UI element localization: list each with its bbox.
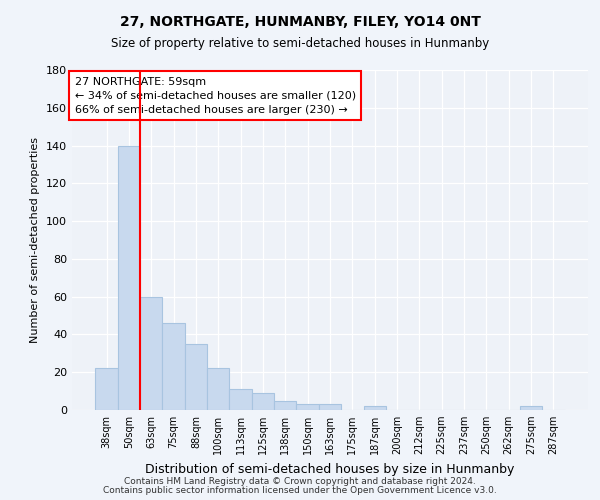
Bar xyxy=(229,389,252,410)
Bar xyxy=(140,296,163,410)
Bar xyxy=(252,393,274,410)
Bar xyxy=(274,400,296,410)
Bar xyxy=(95,368,118,410)
Bar xyxy=(185,344,207,410)
Bar xyxy=(364,406,386,410)
Y-axis label: Number of semi-detached properties: Number of semi-detached properties xyxy=(31,137,40,343)
Bar xyxy=(319,404,341,410)
Bar xyxy=(163,323,185,410)
Bar xyxy=(207,368,229,410)
Text: Size of property relative to semi-detached houses in Hunmanby: Size of property relative to semi-detach… xyxy=(111,38,489,51)
Bar xyxy=(520,406,542,410)
Bar xyxy=(296,404,319,410)
Text: 27, NORTHGATE, HUNMANBY, FILEY, YO14 0NT: 27, NORTHGATE, HUNMANBY, FILEY, YO14 0NT xyxy=(119,15,481,29)
Text: Contains public sector information licensed under the Open Government Licence v3: Contains public sector information licen… xyxy=(103,486,497,495)
Text: 27 NORTHGATE: 59sqm
← 34% of semi-detached houses are smaller (120)
66% of semi-: 27 NORTHGATE: 59sqm ← 34% of semi-detach… xyxy=(74,77,356,115)
Bar xyxy=(118,146,140,410)
Text: Contains HM Land Registry data © Crown copyright and database right 2024.: Contains HM Land Registry data © Crown c… xyxy=(124,477,476,486)
X-axis label: Distribution of semi-detached houses by size in Hunmanby: Distribution of semi-detached houses by … xyxy=(145,462,515,475)
